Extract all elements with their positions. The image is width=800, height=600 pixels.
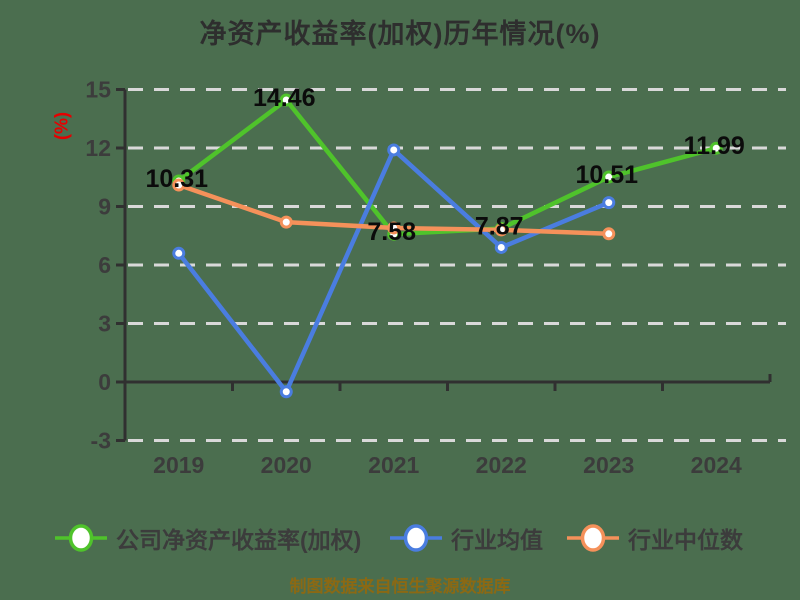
legend-marker-icon	[390, 524, 442, 552]
data-label: 7.58	[367, 218, 416, 246]
legend-label: 公司净资产收益率(加权)	[116, 527, 362, 553]
data-label: 11.99	[684, 132, 745, 160]
data-point	[279, 215, 293, 229]
chart-legend: 公司净资产收益率(加权) 行业均值 行业中位数	[0, 519, 800, 557]
data-point	[387, 221, 401, 235]
legend-label: 行业中位数	[628, 527, 743, 553]
legend-marker-icon	[567, 524, 619, 552]
series-line-1	[176, 147, 611, 394]
chart-title: 净资产收益率(加权)历年情况(%)	[199, 19, 601, 49]
legend-marker-icon	[55, 524, 107, 552]
legend-item-0: 公司净资产收益率(加权)	[55, 519, 361, 557]
data-label: 10.31	[145, 165, 208, 193]
y-tick-label: 12	[85, 135, 111, 161]
x-tick-label: 2022	[476, 452, 527, 478]
data-label: 7.87	[475, 213, 524, 241]
x-tick-label: 2023	[583, 452, 634, 478]
legend-label: 行业均值	[451, 527, 543, 553]
x-tick-label: 2020	[261, 452, 312, 478]
x-tick-label: 2024	[691, 452, 742, 478]
data-point	[387, 143, 401, 157]
data-source-note: 制图数据来自恒生聚源数据库	[289, 577, 511, 596]
y-tick-label: 9	[98, 194, 111, 220]
data-point	[279, 93, 293, 107]
legend-item-1: 行业均值	[390, 519, 543, 557]
data-point	[602, 196, 616, 210]
data-point	[279, 385, 293, 399]
data-label: 14.46	[253, 84, 316, 112]
data-point	[494, 240, 508, 254]
data-point	[172, 246, 186, 260]
y-tick-label: 3	[98, 311, 111, 337]
data-point	[602, 227, 616, 241]
y-tick-label: 15	[85, 77, 111, 103]
data-point	[494, 223, 508, 237]
x-tick-label: 2019	[153, 452, 204, 478]
x-tick-label: 2021	[368, 452, 419, 478]
series-line-0	[176, 97, 719, 237]
legend-item-2: 行业中位数	[567, 519, 743, 557]
data-point	[172, 178, 186, 192]
y-tick-label: 0	[98, 369, 111, 395]
y-tick-label: 6	[98, 252, 111, 278]
y-tick-label: -3	[91, 428, 111, 454]
data-point	[709, 141, 723, 155]
data-label: 10.51	[575, 161, 638, 189]
data-point	[602, 170, 616, 184]
